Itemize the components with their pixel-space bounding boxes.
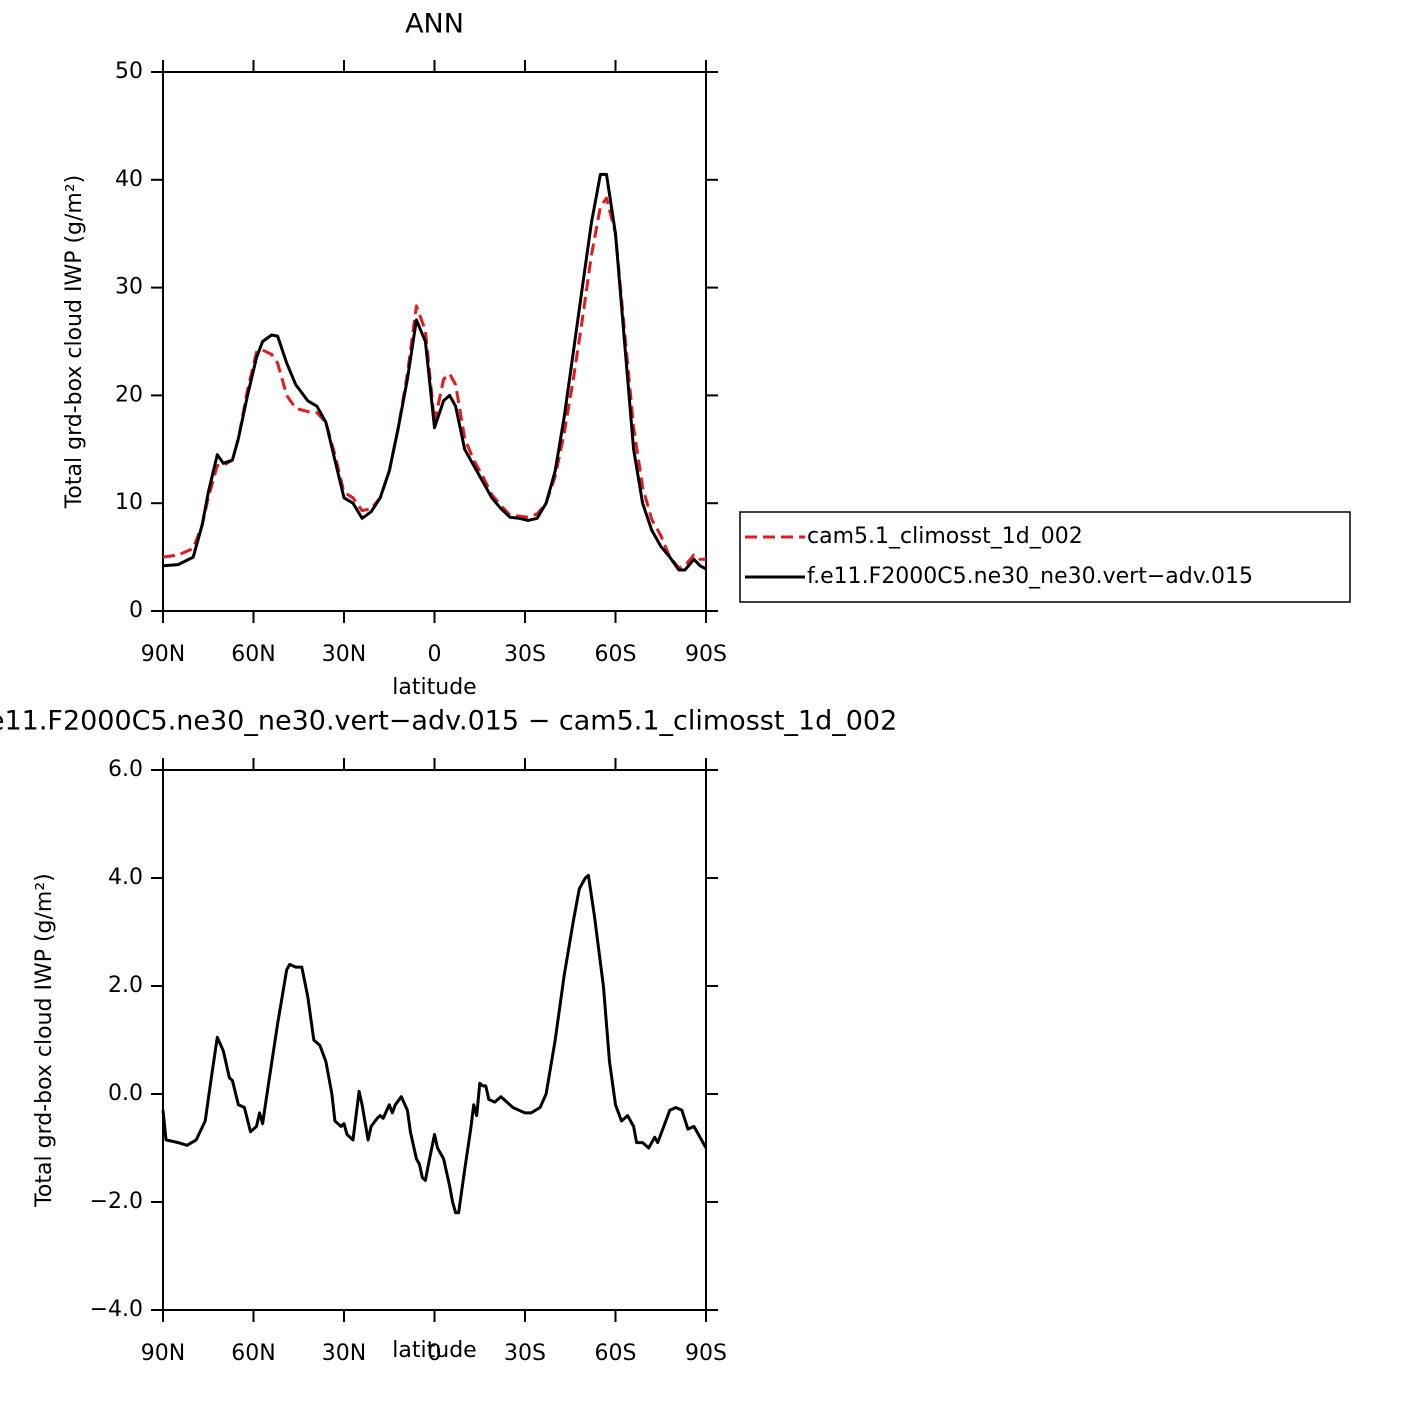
y-tick-label: 0.0: [108, 1081, 143, 1106]
x-tick-label: 60N: [231, 1341, 275, 1366]
data-line: [162, 196, 706, 570]
x-tick-label: 60N: [231, 642, 275, 667]
y-axis-label: Total grd-box cloud IWP (g/m²): [32, 873, 57, 1208]
x-axis-label: latitude: [392, 1338, 476, 1363]
x-tick-label: 30S: [504, 642, 546, 667]
x-tick-label: 0: [428, 642, 442, 667]
y-tick-label: 4.0: [108, 865, 143, 890]
y-tick-label: 0: [129, 598, 143, 623]
chart-title: ANN: [405, 9, 464, 40]
y-tick-label: −2.0: [90, 1189, 143, 1214]
legend-label: cam5.1_climosst_1d_002: [807, 524, 1083, 549]
y-tick-label: −4.0: [90, 1297, 143, 1322]
y-tick-label: 2.0: [108, 973, 143, 998]
y-tick-label: 10: [115, 490, 143, 515]
x-tick-label: 90N: [141, 642, 185, 667]
plot: f.e11.F2000C5.ne30_ne30.vert−adv.015 − c…: [0, 706, 897, 1367]
x-axis-label: latitude: [392, 675, 476, 700]
legend-label: f.e11.F2000C5.ne30_ne30.vert−adv.015: [807, 564, 1253, 589]
x-tick-label: 30N: [322, 642, 366, 667]
plot-frame: [162, 769, 707, 1311]
x-tick-label: 60S: [595, 642, 637, 667]
y-axis-label: Total grd-box cloud IWP (g/m²): [62, 175, 87, 510]
y-tick-label: 40: [115, 167, 143, 192]
y-tick-label: 30: [115, 275, 143, 300]
y-tick-label: 50: [115, 59, 143, 84]
x-tick-label: 90S: [685, 1341, 727, 1366]
x-tick-label: 30S: [504, 1341, 546, 1366]
x-tick-label: 30N: [322, 1341, 366, 1366]
x-tick-label: 60S: [595, 1341, 637, 1366]
x-tick-label: 90N: [141, 1341, 185, 1366]
x-tick-label: 0: [428, 1341, 442, 1366]
y-tick-label: 20: [115, 382, 143, 407]
legend-box: [739, 511, 1351, 603]
plot: ANN 90N 60N 30N 0 30S 60S 90S 0 10 20 30 40 50 latitud…: [62, 9, 1351, 700]
x-tick-label: 90S: [685, 642, 727, 667]
y-tick-label: 6.0: [108, 757, 143, 782]
data-line: [161, 873, 708, 1215]
data-line: [162, 172, 707, 572]
chart-title: f.e11.F2000C5.ne30_ne30.vert−adv.015 − c…: [0, 706, 897, 737]
